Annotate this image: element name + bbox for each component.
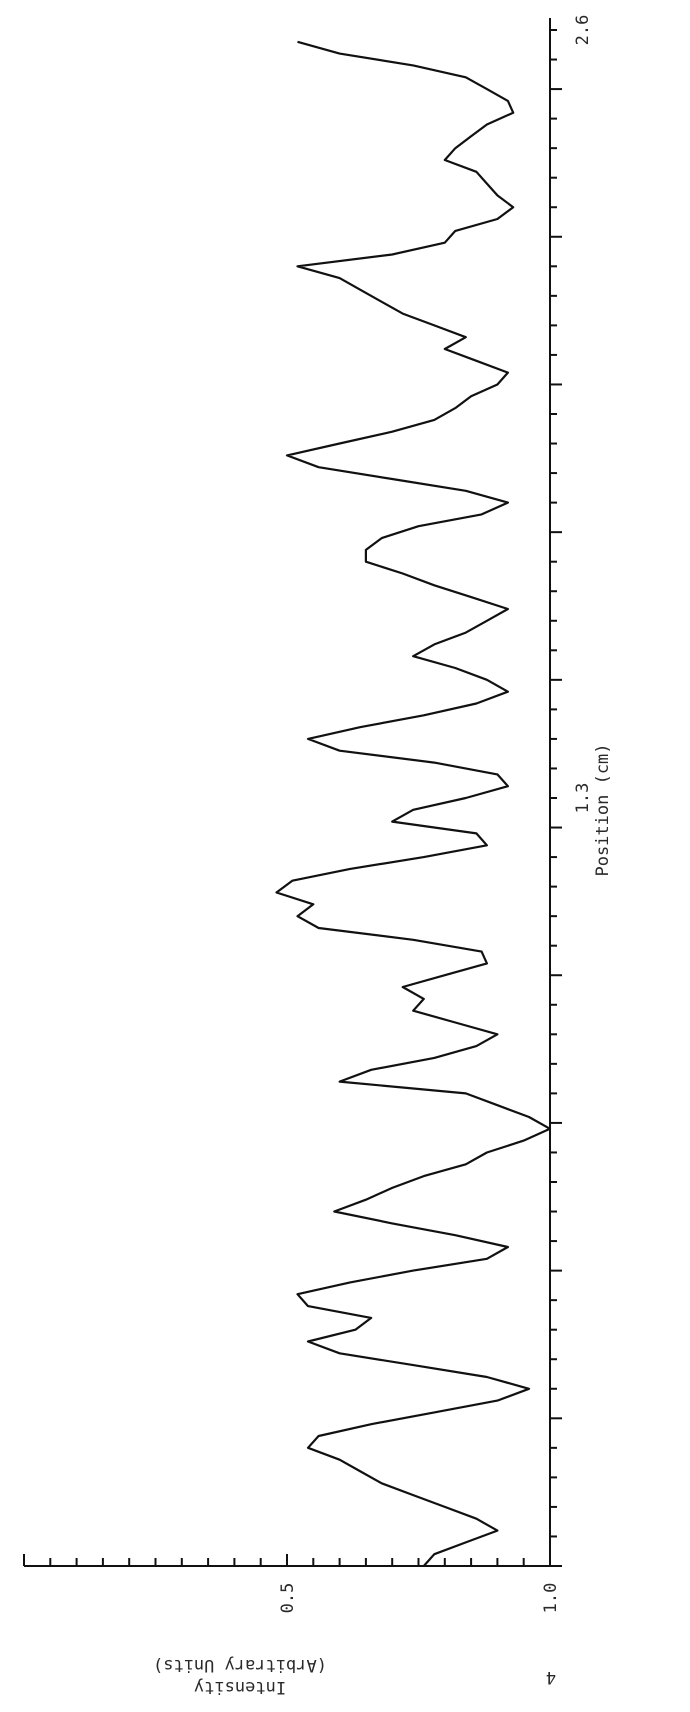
intensity-axis-title-line1: Intensity [194, 1677, 286, 1697]
position-tick-label: 1.3 [573, 783, 593, 814]
intensity-axis-title-line2: (Arbitrary Units) [153, 1655, 327, 1675]
intensity-tick-label: 0.5 [278, 1583, 298, 1614]
position-tick-labels: 1.3 2.6 [573, 15, 593, 814]
intensity-tick-label: 1.0 [541, 1583, 561, 1614]
intensity-series-line [275, 40, 552, 1567]
page-number: 4 [546, 1667, 556, 1687]
axis-ticks [23, 29, 562, 1567]
position-tick-label: 2.6 [573, 15, 593, 46]
intensity-tick-labels: 1.0 0.5 [278, 1583, 561, 1614]
position-axis-title: Position (cm) [593, 743, 613, 876]
